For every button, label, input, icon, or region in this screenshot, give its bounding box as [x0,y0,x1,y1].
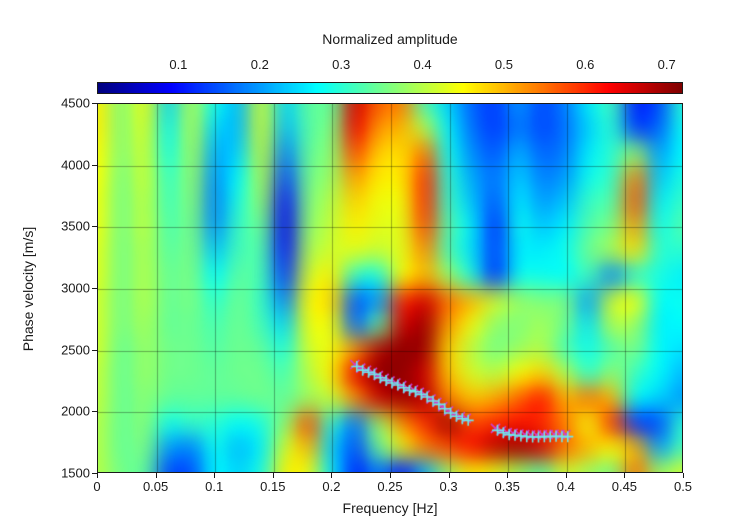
colorbar-tick-label: 0.5 [494,57,513,72]
x-tick-mark [214,473,216,478]
heatmap-canvas [98,104,682,472]
colorbar-tick-label: 0.2 [250,57,269,72]
y-tick-label: 3000 [61,280,90,296]
y-tick-label: 4000 [61,157,90,173]
y-axis-label: Phase velocity [m/s] [20,226,36,352]
x-tick-mark [272,473,274,478]
y-tick-mark [92,103,97,104]
y-tick-mark [92,164,97,166]
x-tick-label: 0.35 [494,479,520,494]
x-tick-label: 0.1 [205,479,224,494]
x-tick-label: 0 [93,479,101,494]
x-axis-label: Frequency [Hz] [342,500,438,516]
x-tick-mark [448,473,450,478]
x-tick-mark [683,473,684,478]
y-tick-mark [92,349,97,351]
x-tick-label: 0.25 [377,479,403,494]
x-tick-label: 0.45 [611,479,638,494]
y-tick-label: 2500 [61,342,90,358]
x-tick-mark [155,473,157,478]
y-tick-label: 2000 [61,403,90,419]
x-tick-label: 0.3 [439,479,458,494]
colorbar-tick-label: 0.7 [657,57,676,72]
colorbar-tick-label: 0.6 [576,57,595,72]
x-tick-mark [97,473,98,478]
colorbar [97,82,683,94]
y-tick-label: 3500 [61,218,90,234]
x-tick-label: 0.5 [673,479,693,494]
y-tick-mark [92,226,97,228]
y-tick-mark [92,411,97,413]
colorbar-tick-label: 0.1 [169,57,188,72]
x-tick-mark [624,473,626,478]
x-tick-label: 0.2 [322,479,341,494]
y-tick-mark [92,473,97,474]
y-tick-mark [92,288,97,289]
colorbar-tick-label: 0.3 [332,57,351,72]
colorbar-tick-label: 0.4 [413,57,432,72]
plot-area [97,103,683,473]
y-tick-label: 1500 [61,465,90,481]
x-tick-label: 0.4 [556,479,575,494]
x-tick-mark [507,473,509,478]
colorbar-title: Normalized amplitude [322,31,458,47]
y-tick-label: 4500 [61,95,90,111]
x-tick-mark [390,473,391,478]
x-tick-label: 0.15 [260,479,286,494]
x-tick-mark [565,473,567,478]
x-tick-mark [331,473,333,478]
colorbar-gradient-canvas [98,83,682,93]
x-tick-label: 0.05 [142,479,169,494]
